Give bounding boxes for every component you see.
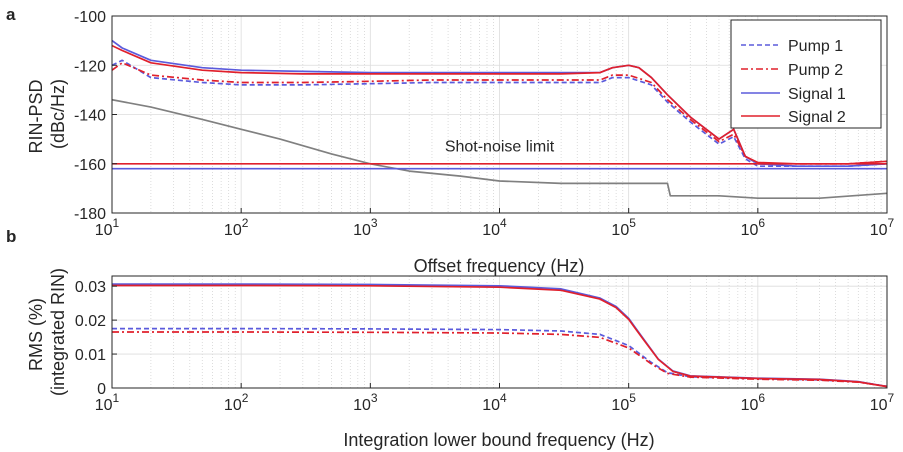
x-tick-label-base: 10 bbox=[870, 222, 888, 239]
x-tick-label-base: 10 bbox=[482, 397, 500, 414]
legend-label-signal-1: Signal 1 bbox=[788, 86, 846, 103]
x-tick-label-exponent: 1 bbox=[113, 391, 120, 405]
legend: Pump 1 Pump 2 Signal 1 Signal 2 bbox=[730, 19, 882, 129]
panel-label-a: a bbox=[6, 5, 16, 24]
x-tick-label-exponent: 4 bbox=[500, 216, 507, 230]
x-tick-label-base: 10 bbox=[224, 222, 242, 239]
y-tick-label: 0.01 bbox=[75, 347, 106, 364]
y-tick-label: -100 bbox=[74, 9, 106, 26]
panel-label-b: b bbox=[6, 227, 16, 246]
series-line-signal-2 bbox=[112, 284, 887, 388]
x-tick-label-exponent: 2 bbox=[242, 391, 249, 405]
x-axis-label-a: Offset frequency (Hz) bbox=[414, 256, 585, 276]
series-group-a bbox=[112, 39, 887, 200]
x-tick-label: 103 bbox=[353, 391, 378, 414]
x-tick-label-base: 10 bbox=[741, 222, 759, 239]
x-tick-label-exponent: 3 bbox=[371, 391, 378, 405]
x-tick-label: 101 bbox=[95, 216, 120, 239]
x-tick-label-exponent: 7 bbox=[888, 216, 895, 230]
x-tick-label-base: 10 bbox=[482, 222, 500, 239]
y-tick-label: 0 bbox=[97, 381, 106, 398]
x-tick-label-base: 10 bbox=[870, 397, 888, 414]
y-axis-label-b: RMS (%) (integrated RIN) bbox=[26, 268, 68, 396]
x-tick-label-exponent: 5 bbox=[629, 216, 636, 230]
y-tick-label: -140 bbox=[74, 108, 106, 125]
y-tick-label: 0.02 bbox=[75, 313, 106, 330]
x-tick-label-exponent: 2 bbox=[242, 216, 249, 230]
series-line-pump-1 bbox=[112, 59, 887, 168]
x-tick-label-exponent: 4 bbox=[500, 391, 507, 405]
series-line-signal-2 bbox=[112, 44, 887, 165]
x-tick-label-exponent: 7 bbox=[888, 391, 895, 405]
y-axis-label-a-line2: (dBc/Hz) bbox=[48, 79, 68, 149]
series-line-pump-2 bbox=[112, 61, 887, 165]
x-tick-label: 105 bbox=[611, 216, 636, 239]
ticks-a: 101 102 103 104 105 106 107-100-120-140-160-18… bbox=[74, 9, 895, 239]
x-tick-label: 101 bbox=[95, 391, 120, 414]
y-axis-label-a-line1: RIN-PSD bbox=[26, 80, 46, 154]
legend-label-pump-1: Pump 1 bbox=[788, 38, 843, 55]
x-tick-label-exponent: 6 bbox=[758, 216, 765, 230]
y-axis-label-b-line1: RMS (%) bbox=[26, 298, 46, 371]
x-tick-label-exponent: 6 bbox=[758, 391, 765, 405]
x-tick-label: 106 bbox=[741, 391, 766, 414]
x-tick-label-base: 10 bbox=[353, 222, 371, 239]
series-line-reference-4 bbox=[112, 98, 887, 200]
x-tick-label-base: 10 bbox=[611, 222, 629, 239]
y-axis-label-b-line2: (integrated RIN) bbox=[48, 268, 68, 396]
shot-noise-annotation: Shot-noise limit bbox=[445, 138, 555, 155]
y-tick-label: -120 bbox=[74, 58, 106, 75]
x-tick-label: 104 bbox=[482, 216, 507, 239]
x-tick-label: 106 bbox=[741, 216, 766, 239]
x-tick-label: 105 bbox=[611, 391, 636, 414]
x-tick-label: 107 bbox=[870, 391, 895, 414]
x-tick-label: 104 bbox=[482, 391, 507, 414]
x-tick-label-base: 10 bbox=[353, 397, 371, 414]
legend-label-signal-2: Signal 2 bbox=[788, 109, 846, 126]
y-axis-label-a: RIN-PSD (dBc/Hz) bbox=[26, 74, 68, 153]
x-tick-label-exponent: 5 bbox=[629, 391, 636, 405]
x-tick-label-exponent: 1 bbox=[113, 216, 120, 230]
x-tick-label-exponent: 3 bbox=[371, 216, 378, 230]
x-tick-label-base: 10 bbox=[95, 397, 113, 414]
x-tick-label-base: 10 bbox=[611, 397, 629, 414]
x-tick-label-base: 10 bbox=[224, 397, 242, 414]
x-tick-label-base: 10 bbox=[741, 397, 759, 414]
y-tick-label: -180 bbox=[74, 206, 106, 223]
y-tick-label: -160 bbox=[74, 157, 106, 174]
legend-label-pump-2: Pump 2 bbox=[788, 62, 843, 79]
legend-box bbox=[730, 19, 882, 129]
x-tick-label: 103 bbox=[353, 216, 378, 239]
series-group-b bbox=[112, 283, 887, 388]
x-axis-label-b: Integration lower bound frequency (Hz) bbox=[343, 430, 654, 450]
x-tick-label: 102 bbox=[224, 391, 249, 414]
x-tick-label: 107 bbox=[870, 216, 895, 239]
y-tick-label: 0.03 bbox=[75, 279, 106, 296]
x-tick-label: 102 bbox=[224, 216, 249, 239]
x-tick-label-base: 10 bbox=[95, 222, 113, 239]
panel-a: a 101 102 103 104 105 106 107-100-120-140-160-… bbox=[6, 5, 895, 276]
